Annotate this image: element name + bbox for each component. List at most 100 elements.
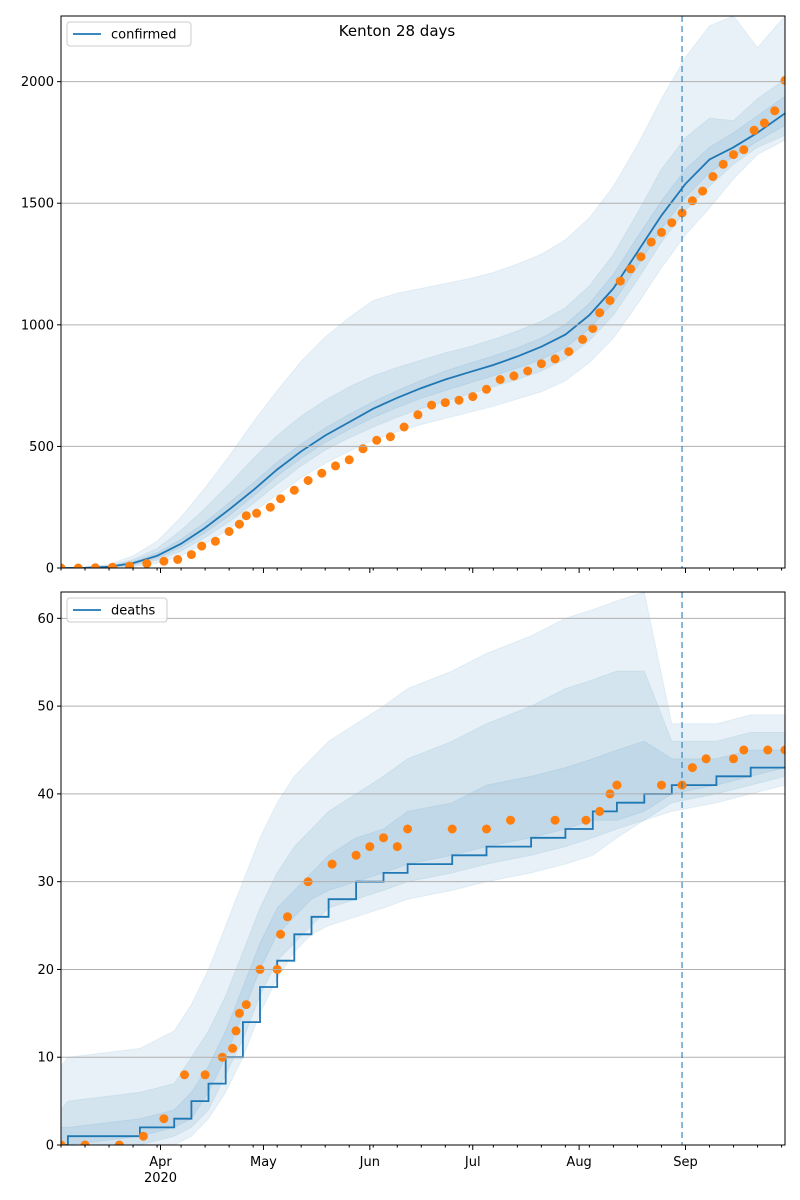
observed-point — [241, 1000, 251, 1010]
y-tick-label: 1000 — [21, 318, 54, 333]
observed-point — [327, 859, 337, 869]
observed-point — [125, 561, 135, 568]
observed-point — [234, 1008, 244, 1018]
observed-point — [197, 541, 207, 551]
observed-point — [61, 1140, 66, 1145]
observed-point — [729, 754, 738, 764]
legend-box — [66, 597, 168, 623]
uncertainty-band-outer — [61, 16, 785, 568]
observed-point — [468, 392, 478, 402]
observed-point — [231, 1026, 241, 1036]
y-tick-label: 60 — [37, 612, 54, 627]
y-tick-label: 30 — [37, 875, 54, 890]
observed-point — [447, 824, 457, 834]
observed-point — [289, 485, 299, 495]
observed-point — [506, 815, 515, 825]
observed-point — [667, 218, 677, 228]
x-tick-label: May — [250, 1155, 277, 1170]
observed-point — [770, 106, 780, 116]
observed-point — [159, 1114, 169, 1124]
observed-point — [276, 494, 286, 504]
observed-point — [482, 384, 491, 394]
legend-label: deaths — [111, 604, 156, 619]
observed-point — [578, 334, 588, 344]
observed-point — [701, 754, 711, 764]
y-tick-label: 20 — [37, 963, 54, 978]
observed-point — [234, 519, 244, 529]
observed-point — [427, 400, 437, 410]
model-median-line — [61, 766, 785, 1145]
observed-point — [780, 75, 785, 85]
observed-point — [677, 208, 687, 218]
observed-point — [224, 527, 234, 536]
observed-point — [657, 227, 666, 237]
observed-point — [372, 435, 382, 445]
observed-point — [440, 398, 450, 408]
observed-point — [780, 745, 785, 755]
legend-label: confirmed — [111, 28, 177, 43]
observed-point — [276, 929, 286, 939]
y-tick-label: 50 — [37, 700, 54, 715]
observed-point — [73, 563, 83, 568]
x-tick-label: Aug — [566, 1155, 591, 1170]
y-tick-label: 40 — [37, 787, 54, 802]
observed-point — [605, 296, 615, 305]
x-tick-label: Apr — [149, 1155, 172, 1170]
y-tick-label: 500 — [29, 440, 54, 455]
model-median-line — [61, 112, 785, 568]
observed-point — [759, 118, 769, 128]
observed-point — [646, 237, 656, 247]
observed-point — [159, 556, 169, 566]
observed-point — [90, 563, 100, 568]
observed-point — [698, 186, 708, 196]
plot-area — [61, 16, 785, 568]
observed-point — [739, 745, 749, 755]
observed-point — [564, 347, 574, 357]
y-tick-label: 0 — [46, 562, 54, 577]
x-tick-label: Sep — [673, 1155, 698, 1170]
observed-point — [749, 125, 759, 135]
observed-point — [241, 511, 251, 521]
observed-point — [80, 1140, 90, 1145]
x-tick-label: Jul — [464, 1155, 481, 1170]
observed-point — [615, 276, 625, 286]
observed-point — [351, 850, 361, 860]
legend-box — [66, 21, 192, 47]
observed-point — [581, 815, 591, 825]
observed-point — [180, 1070, 189, 1080]
observed-point — [252, 508, 262, 518]
observed-point — [283, 912, 292, 922]
observed-point — [729, 150, 738, 160]
observed-point — [718, 159, 728, 169]
legend: confirmed — [66, 21, 192, 47]
observed-point — [344, 455, 354, 465]
observed-point — [482, 824, 491, 834]
plot-area — [61, 592, 785, 1145]
observed-point — [595, 806, 605, 816]
observed-point — [403, 824, 413, 834]
observed-point — [379, 833, 388, 843]
observed-point — [550, 815, 560, 825]
observed-point — [612, 780, 622, 790]
y-tick-label: 2000 — [21, 75, 54, 90]
observed-point — [317, 468, 327, 478]
observed-point — [265, 502, 275, 512]
observed-point — [550, 354, 560, 364]
observed-point — [588, 324, 598, 333]
observed-point — [186, 550, 196, 560]
observed-point — [392, 842, 402, 852]
observed-point — [636, 252, 646, 262]
observed-point — [413, 410, 423, 420]
observed-point — [358, 444, 368, 454]
x-tick-sublabel: 2020 — [144, 1171, 177, 1186]
y-tick-label: 10 — [37, 1051, 54, 1066]
observed-point — [509, 371, 519, 381]
observed-point — [495, 375, 505, 384]
observed-point — [454, 395, 464, 405]
y-tick-label: 1500 — [21, 197, 54, 212]
observed-point — [210, 536, 220, 546]
observed-point — [61, 563, 66, 568]
observed-point — [114, 1140, 124, 1145]
observed-point — [739, 145, 749, 155]
